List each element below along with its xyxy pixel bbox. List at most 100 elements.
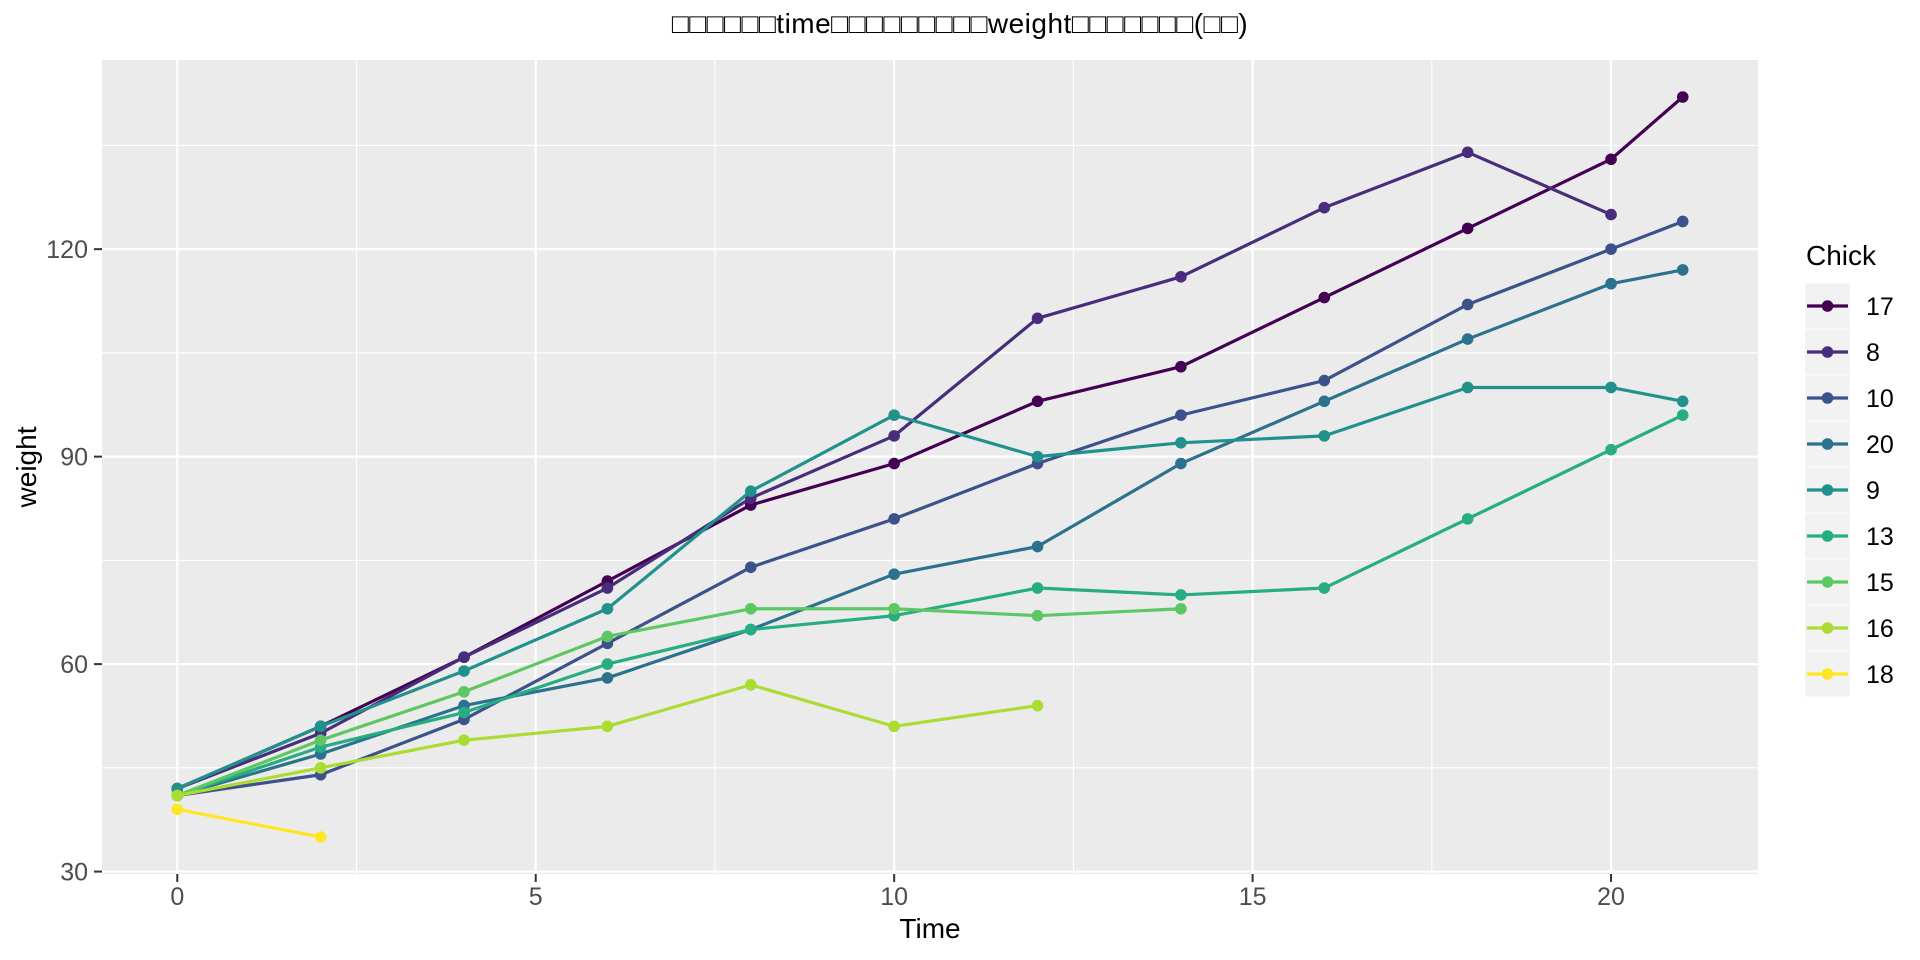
- legend-key-point-17: [1821, 300, 1834, 312]
- data-point-10: [744, 561, 757, 574]
- y-axis-title: weight: [11, 426, 42, 508]
- data-point-16: [888, 720, 900, 733]
- legend-label-15: 15: [1866, 569, 1894, 597]
- legend-label-16: 16: [1866, 615, 1894, 643]
- data-point-13: [1318, 582, 1331, 594]
- data-point-13: [1461, 513, 1474, 525]
- data-point-8: [1605, 208, 1617, 221]
- data-point-9: [1031, 450, 1044, 463]
- data-point-20: [888, 568, 900, 580]
- data-point-18: [314, 831, 327, 843]
- data-point-16: [314, 762, 327, 774]
- data-point-13: [601, 658, 614, 670]
- data-point-15: [314, 734, 327, 746]
- data-point-20: [1676, 264, 1689, 276]
- data-point-20: [1605, 277, 1617, 290]
- chart-title: □□□□□□time□□□□□□□□□weight□□□□□□□(□□): [671, 8, 1249, 39]
- data-point-10: [1318, 374, 1331, 387]
- data-point-15: [458, 685, 470, 698]
- data-point-10: [1461, 298, 1474, 311]
- legend-key-point-15: [1821, 576, 1834, 588]
- data-point-8: [458, 651, 470, 663]
- data-point-18: [171, 803, 184, 816]
- series-line-9: [176, 385, 1684, 791]
- data-point-9: [1175, 436, 1187, 449]
- data-point-16: [744, 679, 757, 691]
- data-point-20: [1461, 333, 1474, 345]
- data-point-9: [601, 602, 614, 615]
- panel-background: [102, 60, 1758, 874]
- data-point-15: [1175, 602, 1187, 615]
- series-line-15: [176, 607, 1181, 797]
- legend-key-point-16: [1821, 622, 1834, 634]
- legend-key-point-8: [1821, 346, 1834, 358]
- x-axis-tick-label: 0: [170, 883, 184, 911]
- data-point-13: [1676, 409, 1689, 421]
- data-point-13: [744, 623, 757, 636]
- data-point-9: [314, 720, 327, 733]
- data-point-16: [171, 789, 184, 802]
- data-point-9: [888, 409, 900, 421]
- data-point-8: [1175, 271, 1187, 283]
- data-point-16: [601, 720, 614, 733]
- data-point-17: [1031, 395, 1044, 408]
- x-axis-tick-label: 5: [529, 883, 543, 911]
- data-point-9: [1676, 395, 1689, 408]
- data-point-13: [1175, 589, 1187, 601]
- data-point-20: [1031, 540, 1044, 553]
- data-point-16: [458, 734, 470, 746]
- legend-label-18: 18: [1866, 661, 1894, 689]
- legend-label-13: 13: [1866, 523, 1894, 551]
- data-point-10: [1676, 215, 1689, 228]
- data-point-15: [888, 602, 900, 615]
- data-point-20: [1318, 395, 1331, 408]
- data-point-9: [458, 665, 470, 677]
- data-point-15: [601, 630, 614, 643]
- y-axis-tick-label: 60: [60, 651, 88, 679]
- x-axis-tick-label: 15: [1239, 883, 1267, 911]
- legend-key-point-9: [1821, 484, 1834, 496]
- series-line-20: [176, 268, 1684, 798]
- data-point-8: [601, 582, 614, 594]
- series-line-13: [176, 413, 1684, 798]
- y-axis-tick-label: 90: [60, 444, 88, 472]
- data-point-10: [888, 513, 900, 525]
- legend-label-10: 10: [1866, 385, 1894, 413]
- y-axis-tick-label: 30: [60, 859, 88, 887]
- data-point-9: [744, 485, 757, 498]
- data-point-9: [1605, 381, 1617, 394]
- data-point-17: [1318, 291, 1331, 304]
- x-axis-title: Time: [899, 913, 960, 944]
- legend-key-point-18: [1821, 668, 1834, 680]
- data-point-13: [458, 706, 470, 719]
- data-point-8: [888, 430, 900, 442]
- legend-label-9: 9: [1866, 477, 1880, 505]
- data-point-16: [1031, 699, 1044, 712]
- data-point-17: [1175, 360, 1187, 373]
- x-axis-tick-label: 10: [880, 883, 908, 911]
- data-point-17: [1605, 153, 1617, 166]
- data-point-15: [744, 602, 757, 615]
- x-axis-tick-label: 20: [1597, 883, 1625, 911]
- series-line-18: [176, 807, 321, 839]
- data-point-17: [1676, 91, 1689, 103]
- data-point-10: [1175, 409, 1187, 421]
- data-point-10: [1605, 243, 1617, 255]
- legend-key-point-20: [1821, 438, 1834, 450]
- data-point-17: [888, 457, 900, 470]
- data-point-20: [1175, 457, 1187, 470]
- legend-label-8: 8: [1866, 339, 1880, 367]
- data-point-20: [601, 672, 614, 684]
- legend-title: Chick: [1806, 240, 1877, 271]
- series-line-10: [177, 219, 1684, 798]
- legend-key-point-13: [1821, 530, 1834, 542]
- data-point-13: [1605, 443, 1617, 456]
- legend-key-point-10: [1821, 392, 1834, 404]
- data-point-17: [1461, 222, 1474, 235]
- data-point-9: [1318, 430, 1331, 442]
- legend-label-20: 20: [1866, 431, 1894, 459]
- legend-label-17: 17: [1866, 293, 1894, 321]
- data-point-9: [1461, 381, 1474, 394]
